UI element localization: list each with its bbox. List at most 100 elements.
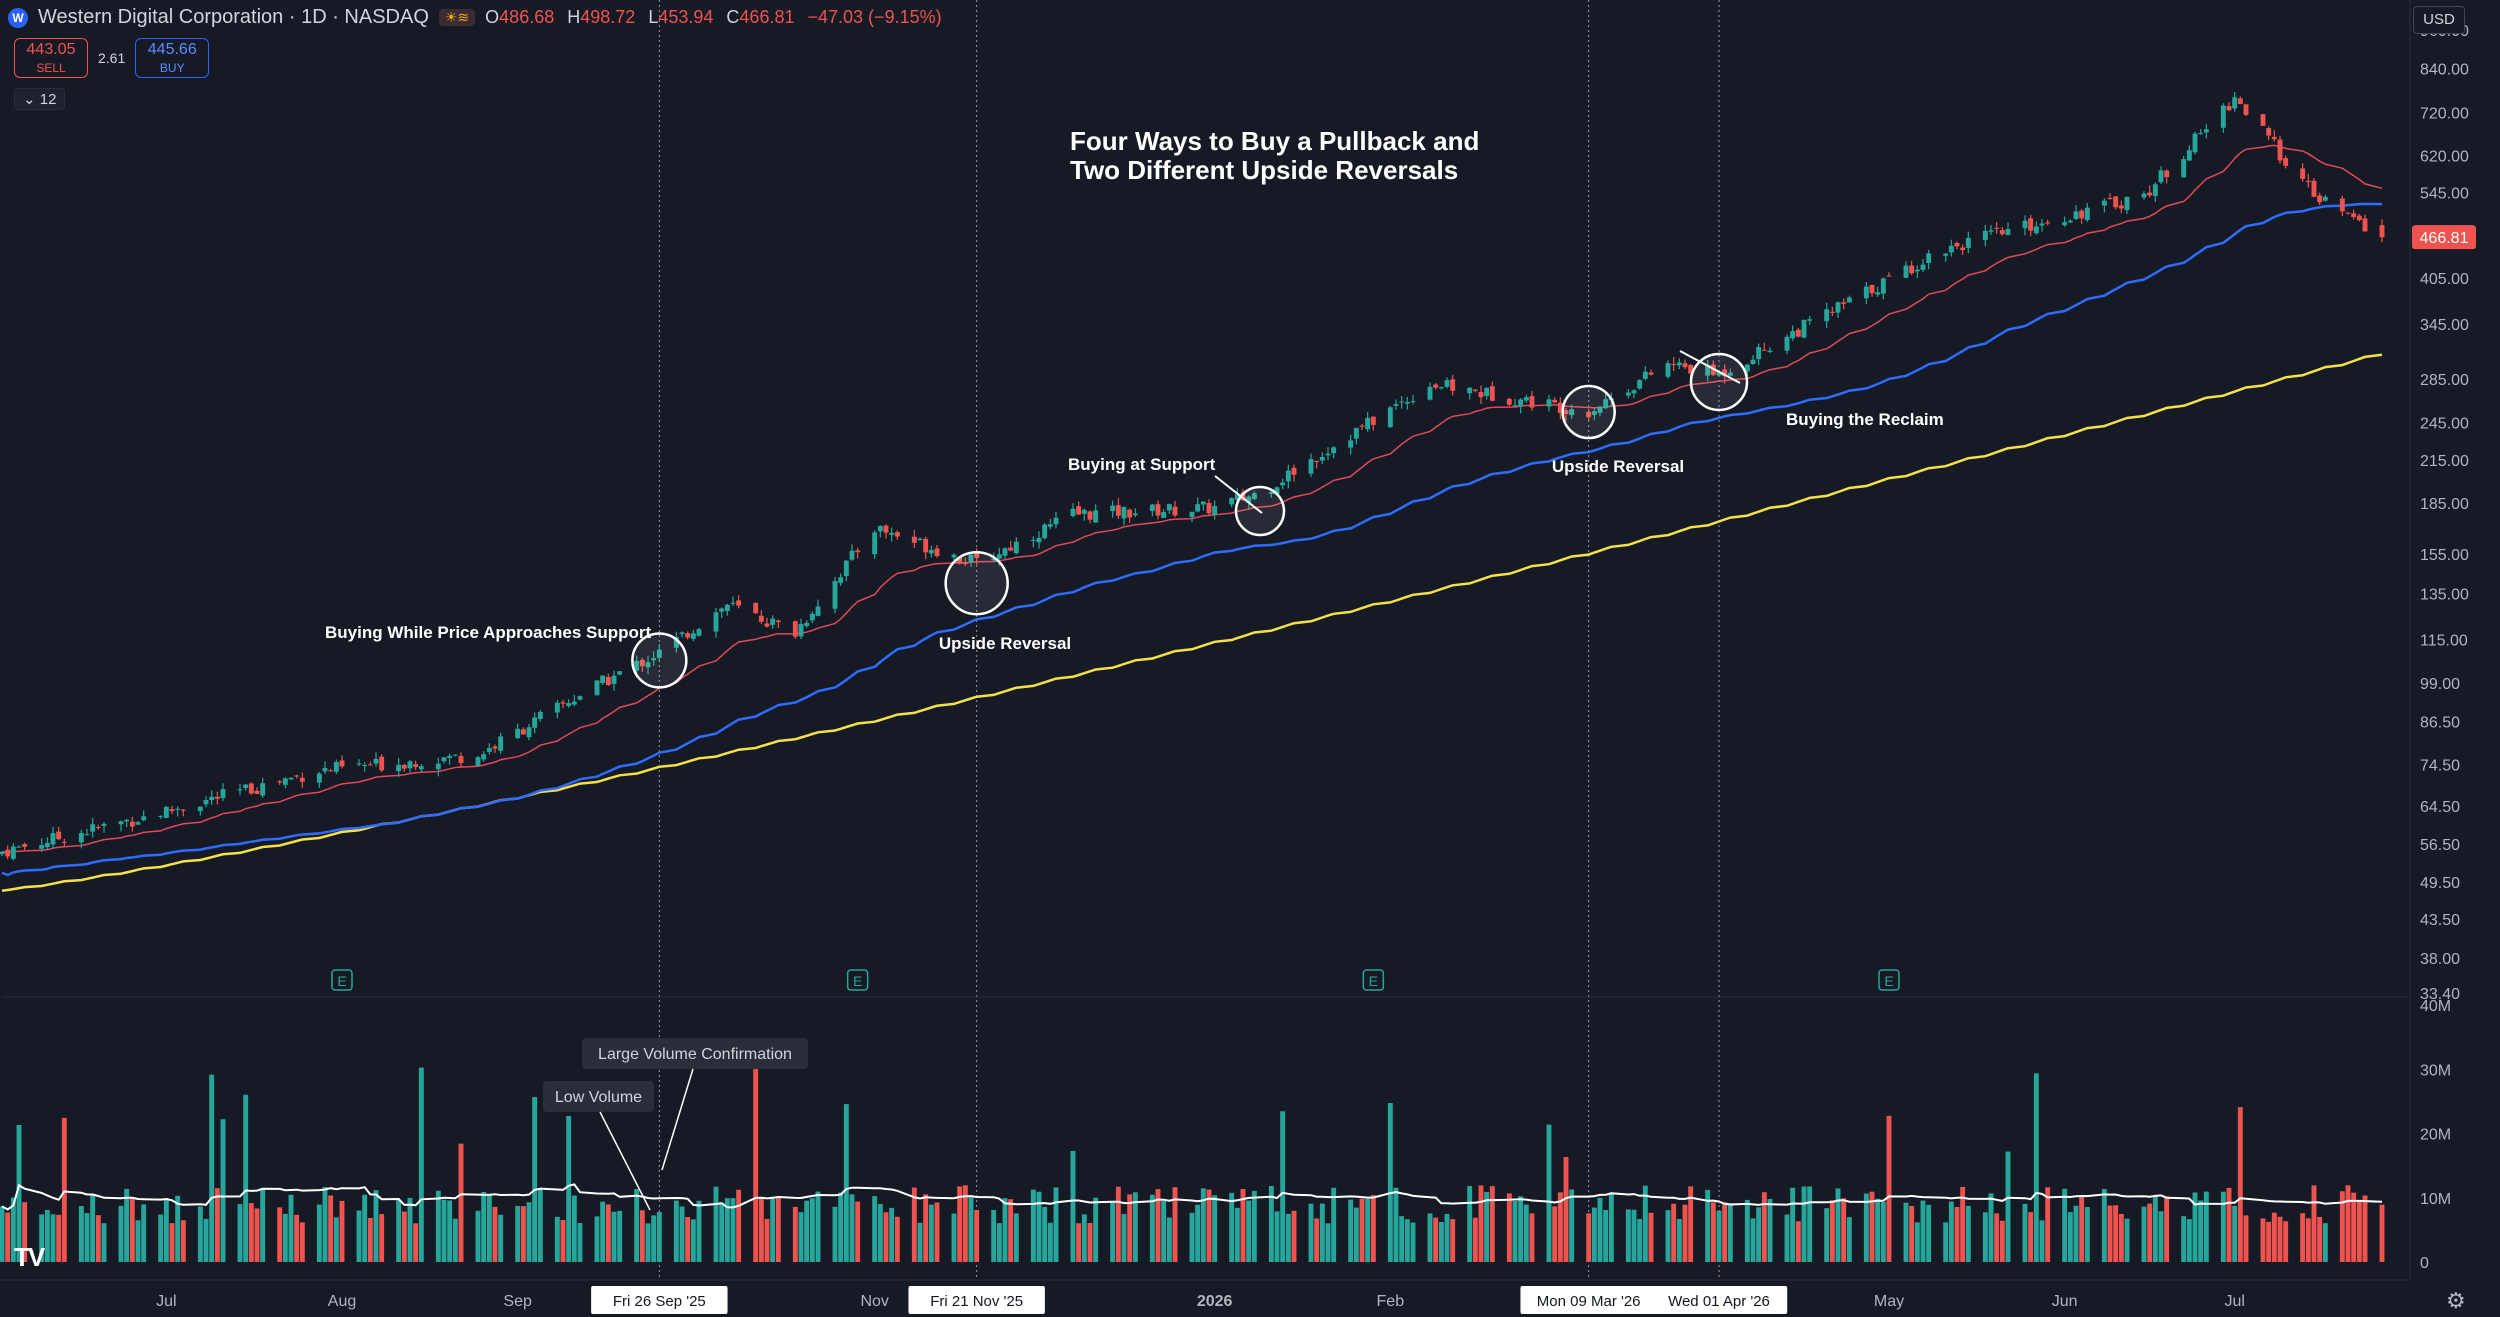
volume-average-line — [1, 1183, 2383, 1211]
volume-bar — [1603, 1209, 1609, 1262]
buy-price: 445.66 — [147, 41, 197, 58]
candle-body — [2164, 170, 2170, 178]
volume-bar — [2033, 1073, 2039, 1262]
close-value: 466.81 — [739, 7, 795, 27]
volume-bar — [1829, 1200, 1835, 1262]
volume-bar — [5, 1212, 11, 1262]
price-tick-label: 33.40 — [2420, 986, 2460, 1003]
volume-bar — [685, 1217, 691, 1262]
buy-button[interactable]: 445.66 BUY — [135, 38, 210, 78]
candle-body — [1002, 548, 1008, 556]
candle-body — [1824, 309, 1830, 322]
candle-body — [2124, 196, 2130, 211]
candle-body — [1478, 392, 1484, 398]
volume-bar — [1002, 1198, 1008, 1262]
volume-bar — [1807, 1186, 1813, 1262]
candle-body — [1591, 411, 1597, 415]
earnings-marker — [331, 969, 353, 991]
volume-bar — [277, 1207, 283, 1262]
volume-bar — [407, 1197, 413, 1262]
price-tick-label: 620.00 — [2420, 149, 2469, 166]
candle-body — [2067, 220, 2073, 223]
volume-bar — [1631, 1209, 1637, 1262]
volume-bar — [2266, 1221, 2272, 1262]
tradingview-logo[interactable]: TV — [14, 1242, 45, 1272]
sell-button[interactable]: 443.05 SELL — [14, 38, 88, 78]
volume-bar — [1954, 1206, 1960, 1262]
candle-body — [872, 532, 878, 555]
volume-bar — [645, 1223, 651, 1262]
candle-body — [379, 756, 385, 771]
candle-body — [594, 680, 600, 696]
volume-bar — [753, 1059, 759, 1262]
volume-bar — [1053, 1187, 1059, 1262]
buy-label: BUY — [159, 61, 185, 75]
candle-body — [1404, 401, 1410, 404]
candle-body — [753, 602, 759, 614]
volume-bar — [1943, 1222, 1949, 1262]
gear-icon[interactable]: ⚙ — [2446, 1288, 2466, 1313]
candle-body — [333, 762, 339, 772]
volume-bar — [1166, 1217, 1172, 1262]
candle-body — [90, 824, 96, 832]
volume-bar — [1512, 1201, 1518, 1262]
volume-bar — [1195, 1204, 1201, 1262]
candle-body — [634, 660, 640, 671]
candle-body — [1648, 372, 1654, 375]
candle-body — [1076, 506, 1082, 515]
earnings-marker-label: E — [1369, 973, 1378, 989]
price-tick-label: 49.50 — [2420, 875, 2460, 892]
volume-bar — [1348, 1199, 1354, 1262]
candle-body — [1875, 292, 1881, 295]
candle-body — [1319, 456, 1325, 461]
price-tick-label: 345.00 — [2420, 317, 2469, 334]
volume-bar — [651, 1215, 657, 1262]
volume-bar — [2362, 1195, 2368, 1262]
volume-bar — [2113, 1205, 2119, 1262]
candle-body — [1801, 319, 1807, 338]
candle-body — [243, 784, 249, 789]
price-tick-label: 245.00 — [2420, 415, 2469, 432]
candle-body — [2339, 198, 2345, 212]
candle-body — [1846, 297, 1852, 303]
session-flags-icon[interactable]: ☀≋ — [438, 9, 476, 26]
volume-bar — [1597, 1197, 1603, 1262]
time-tick-label: 2026 — [1197, 1293, 1233, 1310]
volume-bar — [282, 1213, 288, 1262]
volume-bar — [1472, 1217, 1478, 1262]
volume-bar — [1240, 1189, 1246, 1262]
symbol-title[interactable]: Western Digital Corporation · 1D · NASDA… — [38, 6, 429, 28]
candle-body — [1149, 504, 1155, 511]
volume-bar — [158, 1214, 164, 1262]
indicators-toggle[interactable]: ⌄ 12 — [14, 88, 66, 110]
volume-bar — [1155, 1189, 1161, 1262]
sell-label: SELL — [36, 61, 66, 75]
candle-body — [1110, 505, 1116, 512]
candle-body — [214, 796, 220, 799]
volume-bar — [1914, 1222, 1920, 1262]
volume-bar — [1370, 1195, 1376, 1262]
currency-select[interactable]: USD — [2413, 6, 2465, 34]
volume-bar — [169, 1223, 175, 1262]
candle-body — [1489, 386, 1495, 401]
candle-body — [2073, 211, 2079, 219]
candle-body — [169, 809, 175, 812]
candle-body — [2113, 196, 2119, 208]
crosshair-date-badge — [591, 1286, 728, 1314]
candle-body — [481, 754, 487, 760]
candle-body — [645, 662, 651, 668]
volume-bar — [2062, 1188, 2068, 1262]
candle-body — [2379, 225, 2385, 238]
volume-bar — [889, 1207, 895, 1262]
candle-body — [764, 623, 770, 627]
candle-body — [566, 703, 572, 707]
volume-bar — [917, 1222, 923, 1262]
candle-body — [50, 833, 56, 845]
volume-bar — [129, 1197, 135, 1262]
volume-bar — [1246, 1200, 1252, 1262]
callout-pointer — [661, 1068, 694, 1171]
volume-bar — [1767, 1198, 1773, 1262]
candle-body — [1829, 311, 1835, 313]
volume-bar — [316, 1204, 322, 1262]
